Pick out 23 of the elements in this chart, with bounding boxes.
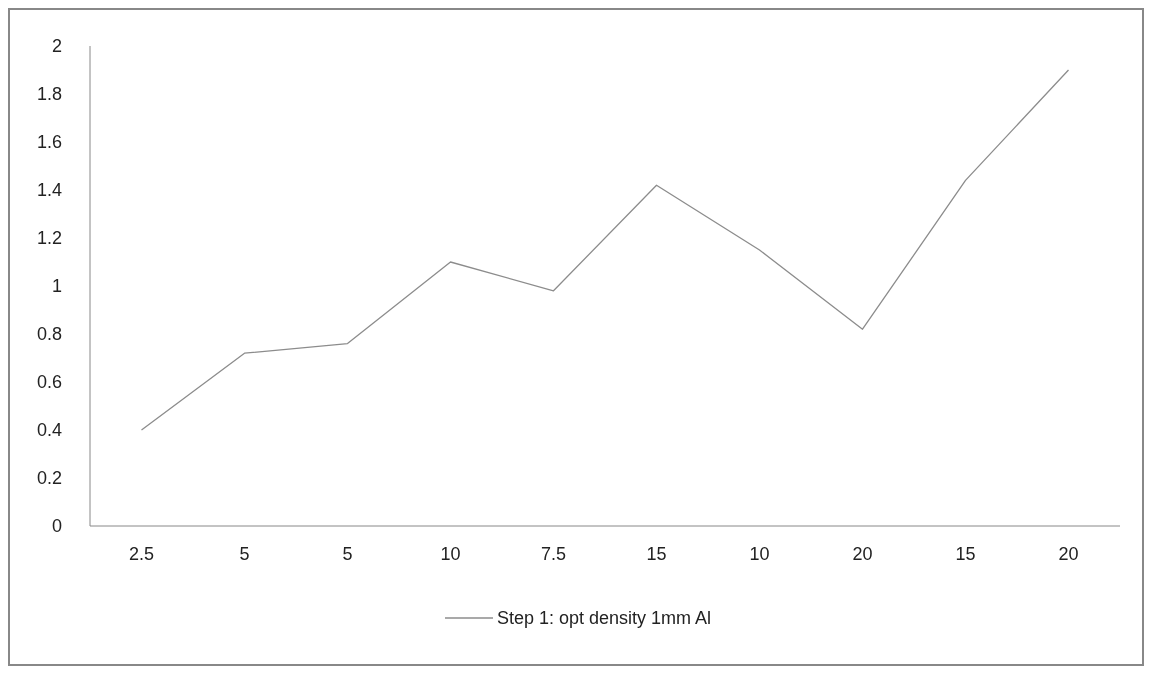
y-tick-label: 1.8 (36, 84, 62, 105)
x-tick-label: 5 (239, 544, 250, 564)
x-tick-label: 2.5 (128, 544, 155, 564)
x-tick-label: 20 (1058, 544, 1079, 564)
x-tick-label: 7.5 (540, 544, 567, 564)
y-tick-label: 1.6 (36, 132, 62, 153)
y-tick-label: 0.2 (36, 468, 62, 489)
x-tick-label: 15 (955, 544, 976, 564)
y-tick-label: 0 (51, 516, 62, 537)
x-tick-label: 5 (342, 544, 353, 564)
x-tick-label: 20 (852, 544, 873, 564)
y-tick-label: 0.8 (36, 324, 62, 345)
y-tick-label: 0.6 (36, 372, 62, 393)
y-tick-label: 1.2 (36, 228, 62, 249)
y-tick-label: 1 (51, 276, 62, 297)
y-tick-label: 0.4 (36, 420, 62, 441)
y-tick-label: 2 (51, 36, 62, 57)
x-tick-label: 10 (440, 544, 461, 564)
line-series (140, 69, 1070, 431)
x-tick-label: 10 (749, 544, 770, 564)
x-tick-label: 15 (646, 544, 667, 564)
legend-label: Step 1: opt density 1mm Al (497, 608, 712, 629)
y-tick-label: 1.4 (36, 180, 62, 201)
